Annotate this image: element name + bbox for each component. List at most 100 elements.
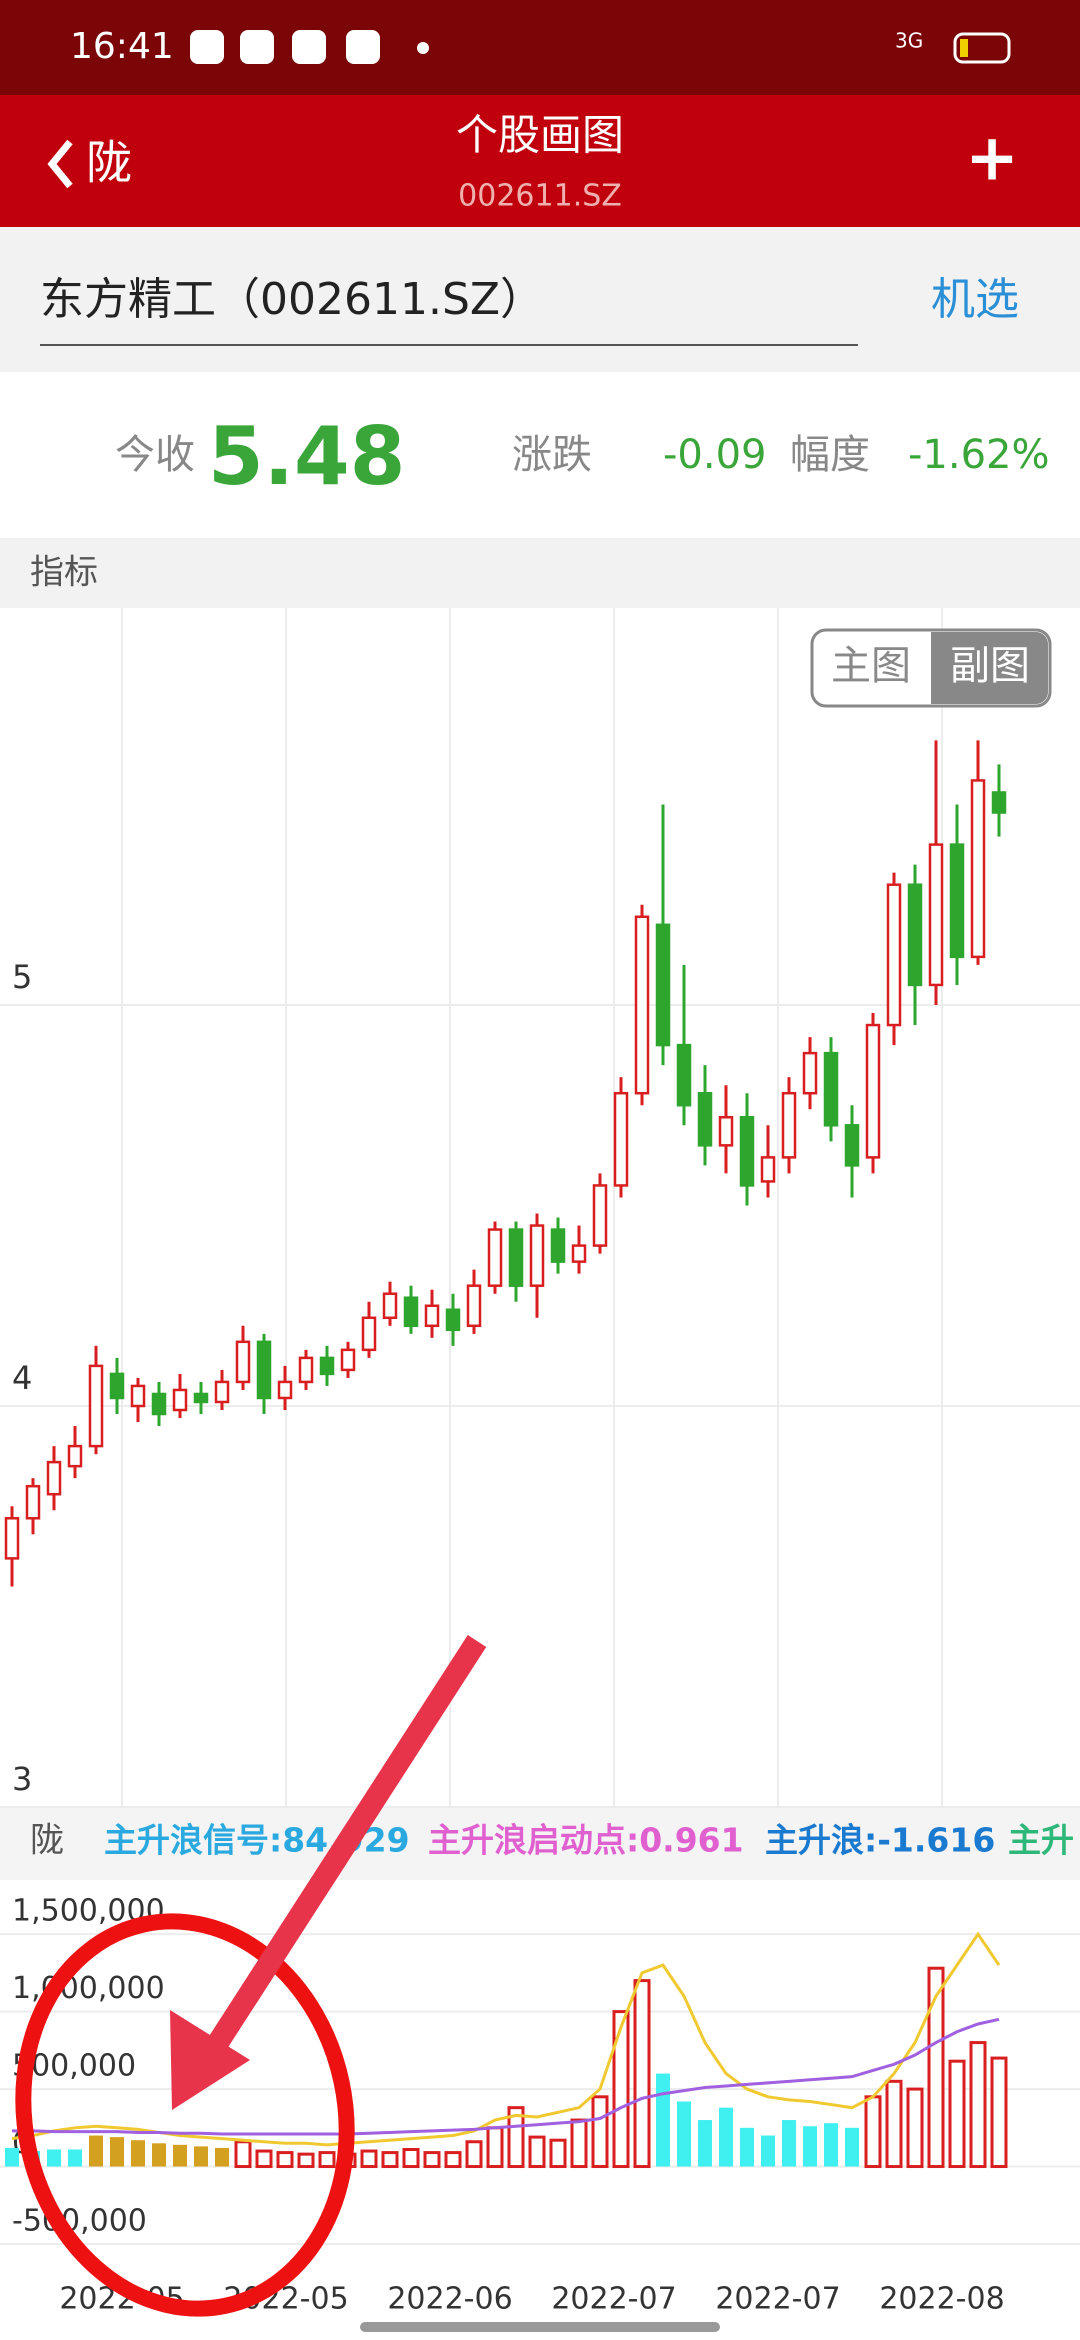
- app-icon: [346, 30, 380, 64]
- candle-body: [949, 843, 965, 959]
- candle-body: [214, 1380, 230, 1404]
- volume-bar: [318, 2151, 336, 2169]
- volume-bar: [927, 1966, 945, 2169]
- candle-body: [25, 1484, 41, 1520]
- battery: [953, 32, 1011, 64]
- change-value: -0.09: [663, 432, 767, 478]
- candle-body: [445, 1308, 461, 1332]
- candle-body: [529, 1224, 545, 1287]
- annotation: [15, 1635, 487, 2317]
- toggle-main[interactable]: 主图: [831, 643, 911, 689]
- app-icon: [240, 30, 274, 64]
- volume-bar: [486, 2126, 504, 2169]
- candle-body: [340, 1348, 356, 1372]
- candle-body: [424, 1304, 440, 1328]
- app-icon: [190, 30, 224, 64]
- volume-bar: [423, 2151, 441, 2169]
- y-tick-label: 4: [12, 1359, 32, 1397]
- volume-bar: [5, 2147, 19, 2167]
- network: 3G: [895, 29, 923, 53]
- annotation-arrowhead: [170, 2010, 250, 2110]
- candle-body: [991, 791, 1007, 814]
- candle-body: [970, 779, 986, 959]
- candle-body: [67, 1444, 83, 1468]
- candle-body: [550, 1228, 566, 1263]
- volume-chart: -500,0000500,0001,000,0001,500,0002022-0…: [0, 1894, 1080, 2317]
- volume-bar: [152, 2143, 166, 2167]
- volume-bar: [444, 2151, 462, 2169]
- volume-bar: [990, 2056, 1008, 2169]
- indicator-line: [11, 1931, 1001, 2147]
- volume-bar: [885, 2079, 903, 2169]
- back-label[interactable]: 陇: [86, 136, 132, 190]
- candle-body: [277, 1380, 293, 1400]
- volume-bar: [740, 2127, 754, 2167]
- x-tick-label: 2022-08: [879, 2282, 1004, 2317]
- volume-bar: [360, 2149, 378, 2169]
- candle-body: [760, 1156, 776, 1183]
- pct-label: 幅度: [790, 432, 870, 478]
- clock: 16:41: [70, 26, 174, 67]
- volume-bar: [465, 2140, 483, 2169]
- candle-body: [298, 1356, 314, 1384]
- indicator-line: [12, 2017, 1000, 2136]
- volume-bar: [297, 2152, 315, 2169]
- candle-body: [655, 923, 671, 1047]
- candle-body: [151, 1392, 167, 1416]
- candle-body: [802, 1051, 818, 1095]
- volume-bar: [906, 2087, 924, 2169]
- battery-level: [960, 39, 968, 57]
- candle-body: [676, 1043, 692, 1107]
- volume-bar: [234, 2140, 252, 2169]
- section-band: [0, 538, 1080, 608]
- candle-body: [109, 1372, 125, 1400]
- candle-body: [466, 1284, 482, 1328]
- search-area: [0, 227, 1080, 372]
- section-title: 指标: [30, 553, 98, 593]
- candle-body: [781, 1091, 797, 1159]
- toggle-sub[interactable]: 副图: [950, 643, 1030, 689]
- indicator-item: 主升浪:-1.616: [765, 1821, 995, 1860]
- x-tick-label: 2022-06: [387, 2282, 512, 2317]
- app-icon: [292, 30, 326, 64]
- change-label: 涨跌: [512, 432, 592, 478]
- volume-bar: [677, 2101, 691, 2167]
- pct-value: -1.62%: [908, 432, 1050, 478]
- volume-bar: [402, 2147, 420, 2169]
- volume-bar: [612, 2010, 630, 2169]
- annotation-circle: [15, 1913, 355, 2317]
- volume-bar: [110, 2137, 124, 2167]
- volume-bar: [761, 2135, 775, 2167]
- home-indicator: [360, 2322, 720, 2332]
- nav-bar: [0, 95, 1080, 227]
- candle-body: [739, 1116, 755, 1187]
- candle-body: [46, 1460, 62, 1496]
- indicator-band: [0, 1808, 1080, 1880]
- pick-button[interactable]: 机选: [931, 274, 1019, 325]
- candle-body: [508, 1228, 524, 1287]
- nav-subtitle: 002611.SZ: [458, 179, 622, 214]
- volume-bar: [803, 2126, 817, 2167]
- status-bar: [0, 0, 1080, 95]
- stock-name[interactable]: 东方精工（002611.SZ）: [40, 274, 544, 325]
- volume-bar: [969, 2041, 987, 2169]
- candle-body: [88, 1364, 104, 1448]
- volume-bar: [255, 2149, 273, 2169]
- volume-bar: [591, 2095, 609, 2169]
- volume-bar: [549, 2138, 567, 2169]
- add-button[interactable]: +: [965, 122, 1019, 196]
- candle-body: [844, 1124, 860, 1167]
- back-arrow[interactable]: [47, 139, 73, 189]
- candle-body: [886, 883, 902, 1027]
- close-label: 今收: [115, 432, 195, 478]
- indicator-prefix: 陇: [30, 1821, 64, 1861]
- volume-bar: [528, 2135, 546, 2169]
- volume-bar: [633, 1979, 651, 2169]
- volume-bar: [864, 2095, 882, 2169]
- candle-body: [865, 1023, 881, 1159]
- volume-bar: [89, 2135, 103, 2167]
- candle-body: [718, 1116, 734, 1147]
- volume-bar: [381, 2151, 399, 2169]
- candle-body: [592, 1184, 608, 1247]
